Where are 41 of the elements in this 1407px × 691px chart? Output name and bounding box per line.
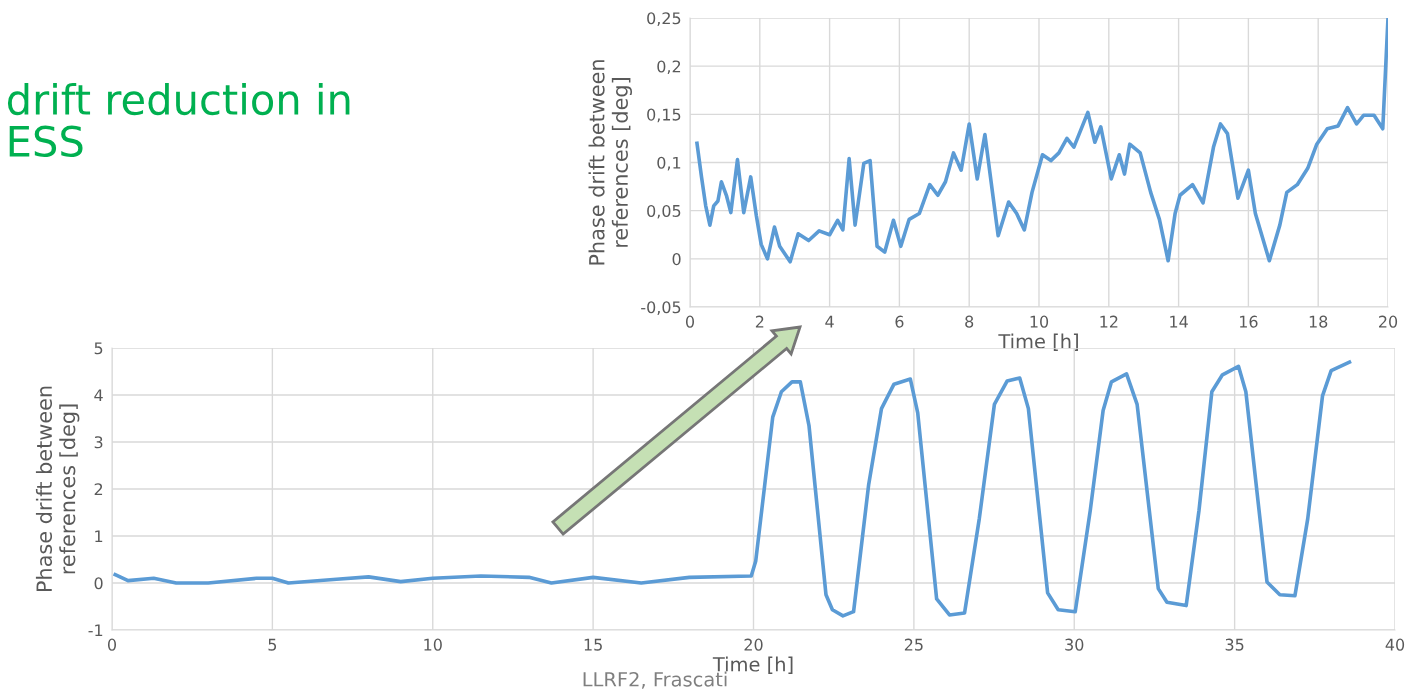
x-tick-label: 35 [1225,638,1244,651]
x-tick-label: 2 [755,315,764,328]
x-tick-label: 20 [744,638,763,651]
y-axis-title: Phase drift between references [deg] [35,386,80,592]
y-tick-label: 0 [672,253,681,266]
x-tick-label: 4 [825,315,834,328]
x-tick-label: 25 [904,638,923,651]
y-tick-label: 0,2 [657,60,681,75]
y-tick-label: 4 [94,389,103,402]
line-series [113,360,1352,618]
y-tick-label: 0,05 [647,204,681,219]
y-tick-label: 0,25 [647,12,681,26]
x-tick-label: 20 [1379,315,1398,328]
x-tick-label: 0 [107,638,117,651]
y-tick-label: 1 [95,530,103,543]
x-tick-label: 0 [685,315,695,328]
y-tick-label: -1 [88,624,103,637]
y-axis-title: Phase drift between references [deg] [588,60,633,265]
x-tick-label: 15 [584,638,602,651]
x-tick-label: 6 [895,315,904,328]
y-tick-label: 0 [94,577,103,590]
x-tick-label: 18 [1309,315,1328,328]
y-tick-label: -0,05 [641,301,681,315]
x-tick-label: 40 [1385,638,1405,651]
y-tick-label: 3 [94,436,103,449]
x-tick-label: 10 [1030,315,1049,328]
x-tick-label: 12 [1100,315,1118,328]
y-tick-label: 2 [94,483,103,496]
y-tick-label: 5 [94,342,103,355]
x-tick-label: 10 [424,638,442,651]
y-tick-label: 0,15 [647,108,681,123]
x-axis-title: Time [h] [998,333,1078,351]
text: drift reduction in ESS [7,82,350,158]
x-tick-label: 8 [965,315,974,328]
line-series [695,18,1388,264]
x-tick-label: 30 [1065,638,1084,651]
x-tick-label: 5 [268,638,277,651]
text: LLRF2, Frascati [583,671,727,689]
x-tick-label: 14 [1170,315,1188,328]
y-tick-label: 0,1 [657,156,681,171]
x-tick-label: 16 [1239,315,1258,328]
